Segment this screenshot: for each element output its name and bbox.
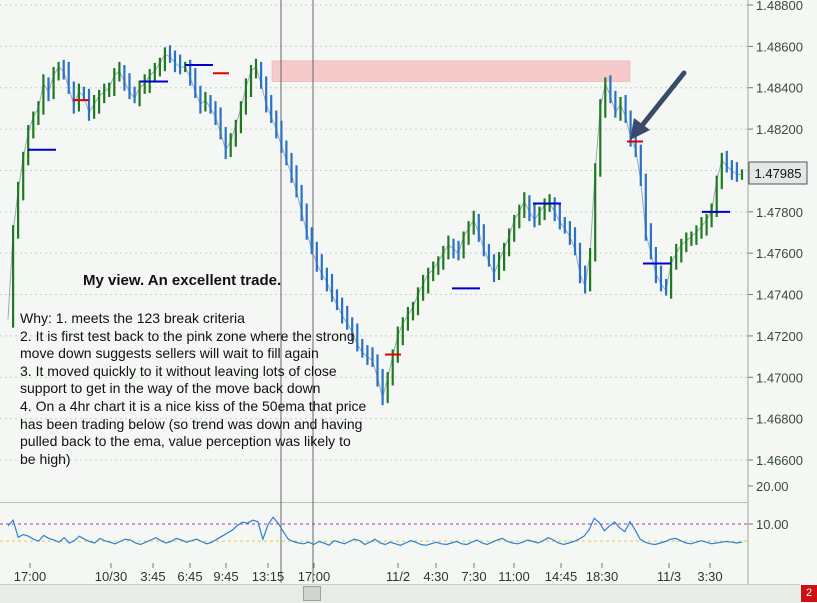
time-tick-label: 4:30 [423, 569, 448, 584]
time-tick-label: 9:45 [213, 569, 238, 584]
time-axis: 17:00 10/30 3:45 6:45 9:45 13:15 17:00 11/2 4:30… [14, 563, 723, 584]
alert-badge[interactable]: 2 [801, 585, 817, 602]
time-tick-label: 13:15 [252, 569, 285, 584]
arrow-annotation [630, 70, 687, 140]
indicator-line [7, 516, 743, 547]
last-price-box [748, 161, 808, 185]
price-tick-label: 1.47200 [756, 329, 803, 344]
last-price-tag: 1.47985 [748, 161, 808, 185]
price-tick-label: 1.48800 [756, 0, 803, 13]
indicator-tick-label: 20.00 [756, 479, 789, 494]
price-tick-label: 1.47000 [756, 370, 803, 385]
indicator-pane-bg [0, 503, 748, 583]
time-tick-label: 17:00 [298, 569, 331, 584]
annotation-line: Why: 1. meets the 123 break criteria [20, 310, 245, 326]
pink-zone [271, 60, 631, 82]
candles [7, 45, 744, 406]
time-tick-label: 11/3 [657, 569, 681, 584]
horizontal-scrollbar[interactable] [0, 584, 800, 603]
price-tick-label: 1.46600 [756, 453, 803, 468]
price-tick-label: 1.47600 [756, 246, 803, 261]
last-price-label: 1.47985 [755, 166, 802, 181]
price-tick-label: 1.46800 [756, 412, 803, 427]
price-axis: 1.488001.486001.484001.482001.480001.478… [748, 0, 803, 532]
time-tick-label: 3:30 [697, 569, 722, 584]
annotation-line: 3. It moved quickly to it without leavin… [20, 362, 337, 397]
time-tick-label: 17:00 [14, 569, 47, 584]
time-tick-label: 14:45 [545, 569, 578, 584]
annotation-text: Why: 1. meets the 123 break criteria 2. … [20, 310, 370, 468]
annotation-heading: My view. An excellent trade. [83, 272, 282, 289]
time-tick-label: 6:45 [177, 569, 202, 584]
time-tick-label: 11/2 [386, 569, 410, 584]
scrollbar-thumb[interactable] [303, 586, 321, 601]
time-tick-label: 7:30 [461, 569, 486, 584]
price-tick-label: 1.48400 [756, 81, 803, 96]
time-tick-label: 11:00 [498, 569, 530, 584]
time-tick-label: 10/30 [95, 569, 128, 584]
time-tick-label: 18:30 [586, 569, 619, 584]
price-tick-label: 1.48600 [756, 39, 803, 54]
price-tick-label: 1.48200 [756, 122, 803, 137]
price-tick-label: 1.47400 [756, 288, 803, 303]
pivot-marks [28, 63, 730, 356]
annotation-line: 4. On a 4hr chart it is a nice kiss of t… [20, 397, 367, 467]
indicator-tick-label: 10.00 [756, 517, 789, 532]
time-tick-label: 3:45 [140, 569, 165, 584]
arrow-icon [630, 118, 650, 140]
indicator [0, 516, 748, 547]
price-tick-label: 1.47800 [756, 205, 803, 220]
annotation-line: 2. It is first test back to the pink zon… [20, 327, 355, 362]
